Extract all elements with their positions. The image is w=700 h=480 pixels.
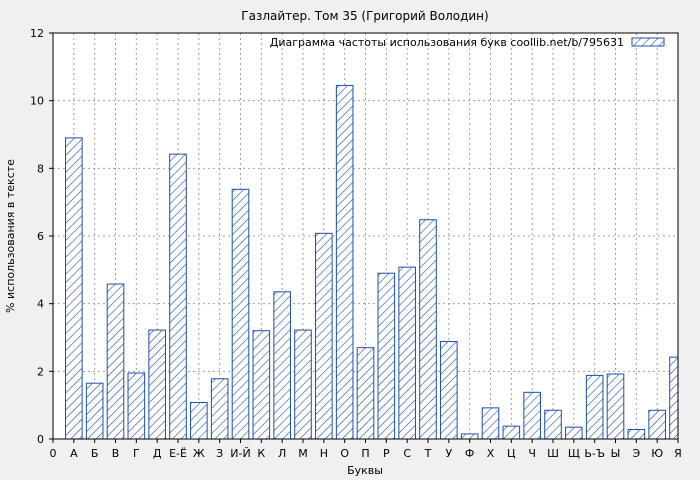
bar-С	[398, 266, 416, 440]
x-tick-label: Е-Ё	[169, 447, 187, 460]
x-tick-label: В	[112, 447, 120, 460]
x-tick-label: М	[298, 447, 308, 460]
bar-Ю	[648, 409, 666, 440]
bar-К	[252, 330, 271, 440]
bar-О	[335, 84, 354, 440]
x-tick-label: П	[361, 447, 369, 460]
bar-Ь-Ъ	[585, 374, 604, 440]
y-tick-label: 12	[30, 27, 44, 40]
x-tick-label: К	[257, 447, 265, 460]
bar-Д	[148, 329, 166, 440]
bar-В	[106, 283, 125, 440]
bar-Ч	[523, 391, 541, 440]
bar-Ф	[460, 433, 479, 440]
x-tick-label: Ш	[547, 447, 559, 460]
x-tick-label: Л	[278, 447, 286, 460]
legend: Диаграмма частоты использования букв coo…	[270, 36, 665, 49]
y-tick-label: 2	[37, 365, 44, 378]
bar-Ы	[606, 373, 625, 440]
bar-Ж	[190, 401, 208, 440]
bar-Р	[377, 272, 396, 440]
bar-М	[294, 329, 312, 440]
x-tick-label: С	[403, 447, 411, 460]
x-tick-label: Ф	[465, 447, 474, 460]
x-tick-label: Б	[91, 447, 99, 460]
legend-swatch	[631, 37, 665, 47]
grid-lines	[53, 33, 678, 439]
bar-Я	[669, 356, 679, 440]
x-tick-label: Р	[383, 447, 390, 460]
x-tick-label: З	[216, 447, 223, 460]
bar-Х	[481, 407, 500, 440]
x-tick-label: Ь-Ъ	[584, 447, 605, 460]
bar-Е-Ё	[169, 153, 187, 440]
bar-А	[65, 137, 83, 440]
y-tick-label: 6	[37, 230, 44, 243]
y-tick-label: 4	[37, 298, 44, 311]
chart-title: Газлайтер. Том 35 (Григорий Володин)	[241, 9, 488, 23]
bar-У	[440, 341, 458, 440]
bars-group	[65, 84, 679, 440]
y-tick-label: 10	[30, 95, 44, 108]
y-axis-label: % использования в тексте	[4, 159, 17, 313]
x-tick-label: Х	[487, 447, 495, 460]
x-tick-label: Г	[133, 447, 140, 460]
x-tick-label: Э	[632, 447, 640, 460]
x-tick-label: И-Й	[230, 447, 250, 460]
bar-П	[356, 347, 375, 440]
x-axis-label: Буквы	[347, 464, 383, 477]
x-tick-label: 0	[50, 447, 57, 460]
x-tick-label: О	[340, 447, 349, 460]
bar-Щ	[565, 426, 583, 440]
y-tick-label: 0	[37, 433, 44, 446]
x-tick-label: Ю	[651, 447, 663, 460]
bar-Г	[127, 372, 146, 440]
bar-Н	[315, 232, 333, 440]
x-tick-label: Щ	[568, 447, 580, 460]
x-tick-label: Я	[674, 447, 682, 460]
bar-Л	[273, 291, 291, 440]
y-tick-label: 8	[37, 162, 44, 175]
legend-label: Диаграмма частоты использования букв coo…	[270, 36, 624, 49]
x-tick-label: Ч	[528, 447, 536, 460]
x-tick-label: Т	[424, 447, 432, 460]
x-tick-label: Ы	[611, 447, 621, 460]
bar-Т	[419, 219, 437, 440]
x-tick-label: А	[70, 447, 78, 460]
bar-Ц	[502, 425, 521, 440]
bar-Э	[627, 429, 646, 440]
x-tick-label: Ж	[193, 447, 205, 460]
x-tick-label: Д	[153, 447, 162, 460]
x-tick-label: Ц	[507, 447, 516, 460]
bar-З	[210, 378, 229, 440]
bar-И-Й	[231, 188, 250, 440]
x-tick-label: Н	[320, 447, 328, 460]
bar-Ш	[544, 409, 562, 440]
bar-Б	[85, 382, 104, 440]
x-tick-label: У	[445, 447, 452, 460]
